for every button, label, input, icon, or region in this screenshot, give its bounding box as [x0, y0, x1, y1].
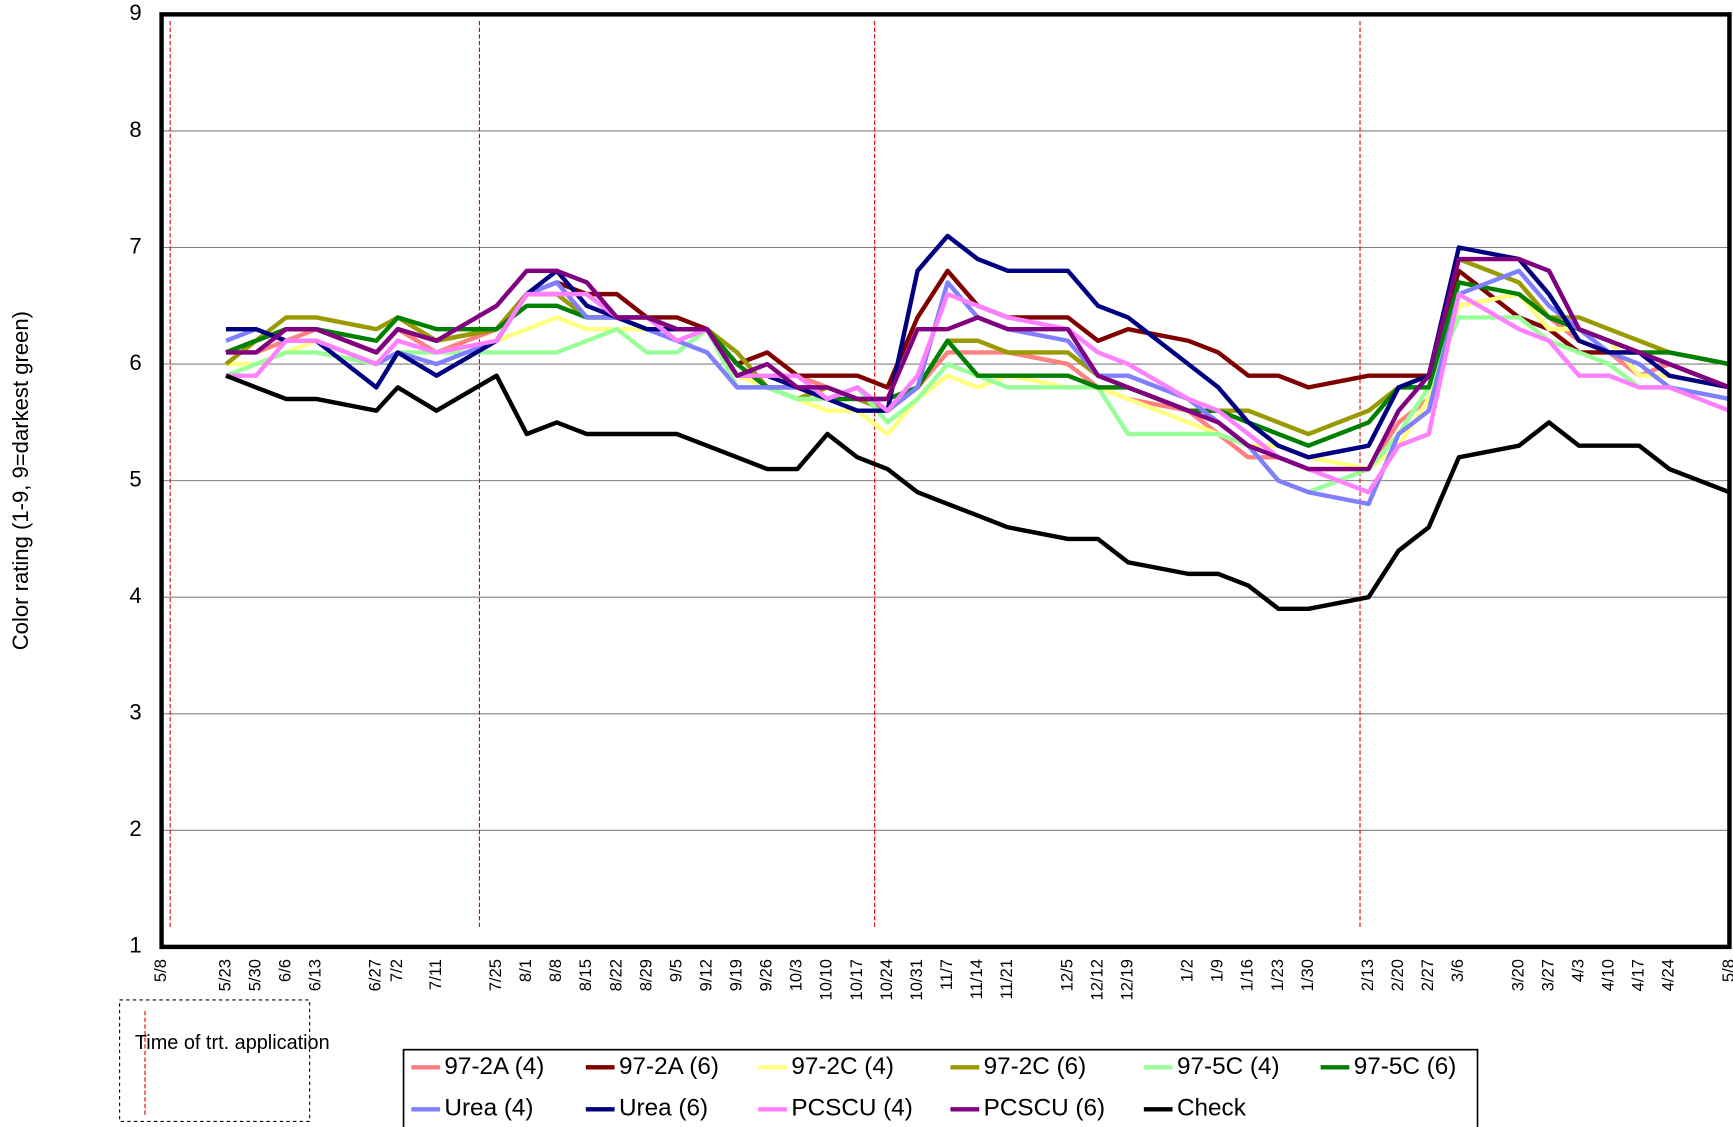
x-tick-label: 8/1 [516, 959, 535, 982]
x-tick-label: 6/13 [306, 959, 325, 991]
x-tick-label: 3/6 [1448, 959, 1467, 982]
x-tick-label: 12/5 [1057, 959, 1076, 991]
legend-box [402, 1048, 1479, 1127]
x-tick-label: 9/19 [727, 959, 746, 991]
series-line [225, 291, 1731, 495]
y-tick-label: 9 [129, 0, 141, 25]
x-tick-label: 8/29 [636, 959, 655, 991]
legend-label: 97-5C (6) [1354, 1053, 1457, 1080]
y-tick-label: 4 [129, 583, 141, 608]
x-tick-label: 10/17 [847, 959, 866, 1000]
x-tick-label: 1/16 [1238, 959, 1257, 991]
series-line [225, 256, 1731, 472]
x-tick-label: 5/30 [245, 959, 264, 991]
x-tick-label: 4/24 [1659, 959, 1678, 991]
x-tick-label: 5/8 [1719, 959, 1733, 982]
x-tick-label: 11/21 [997, 959, 1016, 999]
x-tick-label: 9/5 [666, 959, 685, 982]
x-tick-label: 8/22 [606, 959, 625, 991]
x-tick-label: 1/23 [1268, 959, 1287, 991]
x-tick-label: 4/3 [1568, 959, 1587, 982]
x-tick-label: 10/10 [817, 959, 836, 1000]
y-tick-label: 1 [129, 933, 141, 958]
y-tick-label: 5 [129, 466, 141, 491]
x-tick-label: 12/19 [1117, 959, 1136, 1000]
y-tick-label: 3 [129, 700, 141, 725]
x-tick-label: 9/26 [757, 959, 776, 991]
x-tick-label: 8/8 [546, 959, 565, 982]
x-tick-label: 7/2 [387, 959, 406, 982]
application-legend-text: Time of trt. application [135, 1032, 330, 1054]
y-axis-label: Color rating (1-9, 9=darkest green) [8, 311, 33, 650]
x-tick-label: 5/23 [215, 959, 234, 991]
y-tick-label: 8 [129, 117, 141, 142]
x-tick-label: 2/27 [1418, 959, 1437, 991]
y-tick-label: 6 [129, 350, 141, 375]
x-tick-label: 12/12 [1087, 959, 1106, 1000]
x-tick-label: 11/14 [967, 959, 986, 999]
series-line [225, 373, 1731, 612]
x-tick-label: 3/27 [1538, 959, 1557, 991]
x-tick-label: 8/15 [576, 959, 595, 991]
series-line [225, 280, 1730, 448]
x-tick-label: 1/30 [1298, 959, 1317, 991]
x-tick-label: 6/27 [366, 959, 385, 991]
plot-frame [159, 12, 1732, 950]
x-tick-label: 11/7 [937, 959, 956, 990]
legend-label: Urea (4) [444, 1095, 533, 1122]
legend-label: 97-2A (4) [444, 1053, 544, 1080]
legend-label: Urea (6) [619, 1095, 708, 1122]
series-line [225, 315, 1730, 495]
y-tick-label: 7 [129, 233, 141, 258]
x-tick-label: 10/24 [877, 959, 896, 1000]
legend-label: PCSCU (6) [984, 1095, 1106, 1122]
legend-label: 97-2A (6) [619, 1053, 719, 1080]
application-legend-label: Time of trt. application [135, 1032, 330, 1054]
legend-label: 97-5C (4) [1177, 1053, 1280, 1080]
x-tick-label: 4/10 [1599, 959, 1618, 991]
legend-label: PCSCU (4) [791, 1095, 913, 1122]
legend-label: 97-2C (4) [791, 1053, 894, 1080]
x-tick-label: 4/17 [1629, 959, 1648, 991]
application-legend-box [119, 999, 311, 1123]
x-tick-label: 1/2 [1178, 959, 1197, 982]
x-tick-label: 2/20 [1388, 959, 1407, 991]
x-tick-label: 7/25 [486, 959, 505, 991]
x-tick-label: 5/8 [151, 959, 170, 982]
legend-label: Check [1177, 1095, 1247, 1122]
x-tick-label: 1/9 [1208, 959, 1227, 982]
legend-label: 97-2C (6) [984, 1053, 1087, 1080]
x-tick-label: 10/31 [907, 959, 926, 1000]
x-tick-label: 3/20 [1508, 959, 1527, 991]
x-tick-label: 9/12 [696, 959, 715, 991]
x-tick-label: 6/6 [276, 959, 295, 982]
x-tick-label: 7/11 [426, 959, 445, 990]
y-tick-label: 2 [129, 816, 141, 841]
x-tick-label: 2/13 [1358, 959, 1377, 991]
x-tick-label: 10/3 [787, 959, 806, 991]
